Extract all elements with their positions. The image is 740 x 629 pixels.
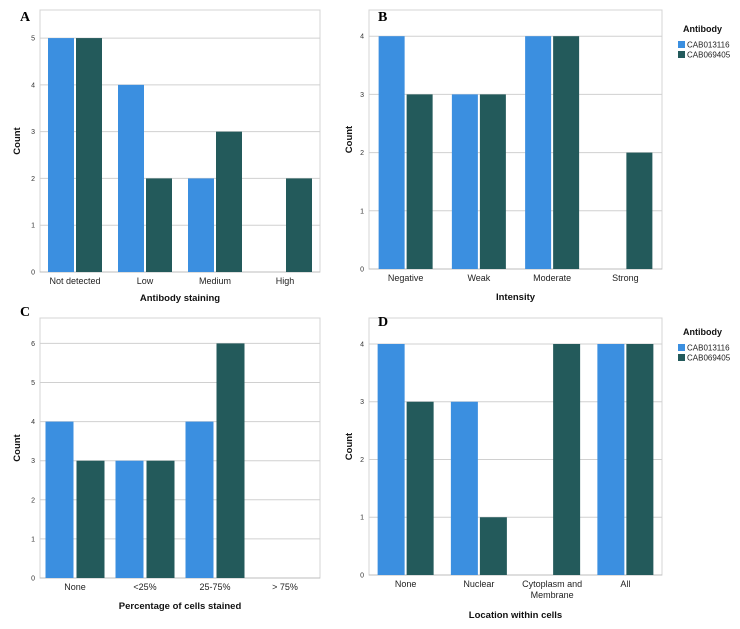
x-tick-label: None [64,582,86,592]
x-axis-title: Percentage of cells stained [119,601,242,612]
bar-cab013116-1 [118,84,144,272]
bar-cab069405-3 [286,178,312,272]
y-tick-label: 5 [31,380,35,387]
x-tick-label: Negative [388,273,424,283]
y-tick-label: 3 [360,399,364,406]
x-tick-label: Not detected [49,276,100,286]
bar-cab069405-2 [216,343,245,578]
legend-title: Antibody [683,327,722,337]
x-tick-label: > 75% [272,582,298,592]
y-tick-label: 0 [360,573,364,580]
y-axis-title: Count [344,125,355,153]
legend-label: CAB069405 [687,51,731,60]
bar-cab013116-1 [450,401,478,575]
y-tick-label: 0 [31,576,35,583]
x-tick-label: Weak [467,273,490,283]
y-tick-label: 2 [360,457,364,464]
x-axis-title: Location within cells [469,610,562,621]
chart-panel-c: 0 1 2 3 4 5 6 None <25% 25-75% > 75% Percentage of … [12,305,321,612]
bar-cab069405-0 [406,94,433,270]
x-axis-title: Intensity [496,292,536,303]
y-tick-label: 3 [360,92,364,99]
bar-cab069405-0 [76,38,102,273]
chart-panel-d: 0 1 2 3 4 None Nuclear Cytoplasm and Membrane All… [344,315,663,621]
panel-letter: B [378,10,387,25]
y-tick-label: 0 [31,270,35,277]
bar-cab013116-2 [188,178,214,272]
bar-cab069405-2 [553,343,581,575]
legend-swatch [678,51,685,58]
bar-cab069405-1 [479,94,506,270]
y-tick-label: 4 [31,82,35,89]
bar-cab069405-3 [626,343,654,575]
panel-letter: C [20,305,30,320]
y-tick-label: 1 [31,223,35,230]
panel-letter: D [378,315,388,330]
chart-panel-a: 0 1 2 3 4 5 Not detected Low Medium High Antibody … [12,9,321,304]
bar-cab013116-1 [115,460,144,578]
x-tick-label: Low [137,276,154,286]
legend-title: Antibody [683,24,722,34]
x-tick-label: Nuclear [463,579,494,589]
y-tick-label: 2 [360,150,364,157]
x-tick-label: 25-75% [199,582,230,592]
x-tick-label: All [620,579,630,589]
y-tick-label: 1 [360,208,364,215]
bar-cab069405-1 [146,460,175,578]
bar-cab013116-0 [378,36,405,269]
legend-swatch [678,344,685,351]
y-tick-label: 4 [360,34,364,41]
y-tick-label: 1 [31,536,35,543]
panel-letter: A [20,10,31,25]
x-tick-label: Cytoplasm and Membrane [522,579,582,600]
x-tick-label: None [395,579,417,589]
chart-panel-b: 0 1 2 3 4 Negative Weak Moderate Strong Intensity… [344,9,663,303]
y-axis-title: Count [12,126,23,154]
legend-label: CAB069405 [687,354,731,363]
bar-cab069405-2 [216,131,242,272]
bar-cab069405-2 [553,36,580,269]
x-tick-label: <25% [133,582,156,592]
legend-label: CAB013116 [687,41,730,50]
y-tick-label: 4 [31,419,35,426]
bar-cab013116-2 [185,421,214,578]
legend-swatch [678,41,685,48]
y-tick-label: 3 [31,458,35,465]
y-tick-label: 2 [31,497,35,504]
y-tick-label: 6 [31,341,35,348]
y-tick-label: 4 [360,341,364,348]
bar-cab013116-0 [377,343,405,575]
bar-cab013116-2 [525,36,552,269]
x-tick-label: Medium [199,276,231,286]
y-axis-title: Count [12,433,23,461]
legend-label: CAB013116 [687,344,730,353]
bar-cab013116-0 [48,38,74,273]
x-tick-label: High [276,276,295,286]
y-tick-label: 1 [360,515,364,522]
y-tick-label: 5 [31,36,35,43]
bar-cab069405-1 [146,178,172,272]
y-axis-title: Count [344,432,355,460]
x-axis-title: Antibody staining [140,293,220,304]
y-tick-label: 3 [31,129,35,136]
bar-cab069405-1 [479,517,507,575]
bar-cab013116-1 [451,94,478,270]
bar-cab069405-3 [626,152,653,269]
bar-cab069405-0 [76,460,105,578]
y-tick-label: 2 [31,176,35,183]
legend-swatch [678,354,685,361]
bar-cab013116-3 [597,343,625,575]
bar-cab013116-0 [45,421,74,578]
x-tick-label: Moderate [533,273,571,283]
x-tick-label: Strong [612,273,639,283]
y-tick-label: 0 [360,267,364,274]
bar-cab069405-0 [406,401,434,575]
